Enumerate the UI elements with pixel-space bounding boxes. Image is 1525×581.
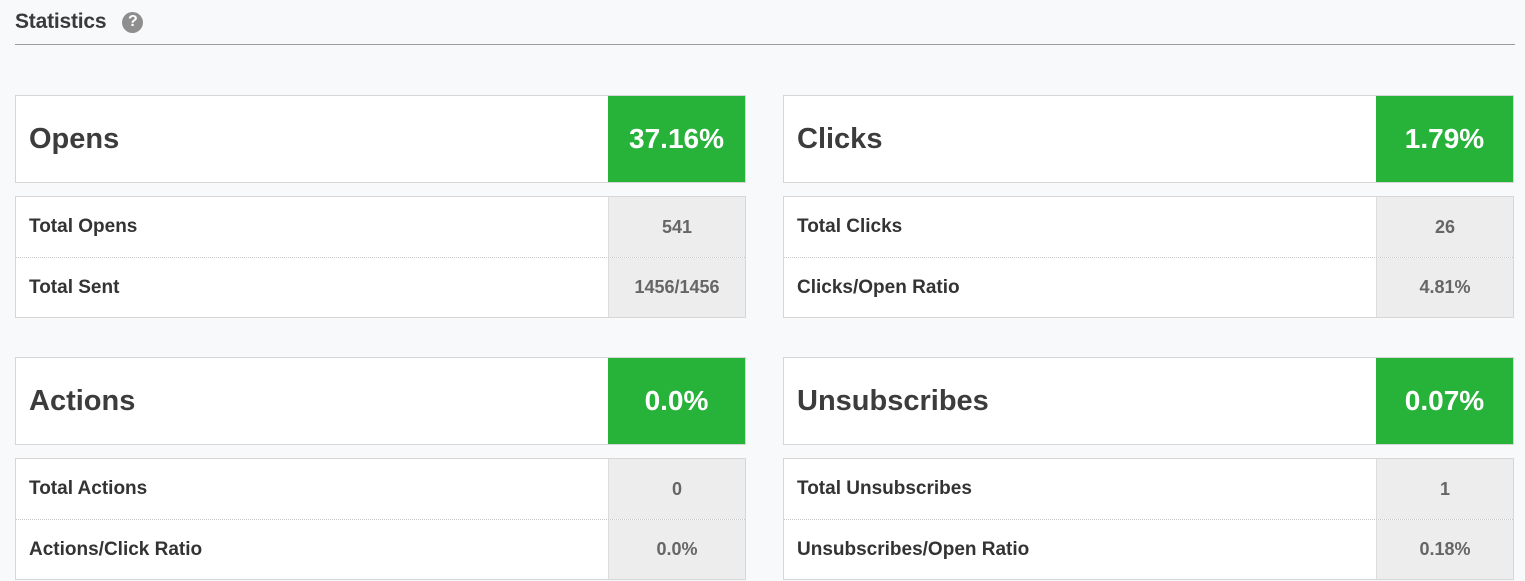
page-title: Statistics [15,10,107,33]
clicks-percent-badge: 1.79% [1376,96,1513,182]
actions-card: Actions 0.0% Total Actions 0 Actions/Cli… [15,357,746,580]
table-row: Total Clicks 26 [784,197,1513,257]
row-label: Total Actions [29,478,148,499]
row-label: Total Sent [29,276,120,298]
unsubscribes-card: Unsubscribes 0.07% Total Unsubscribes 1 … [783,357,1514,580]
row-value: 1 [1376,459,1513,519]
table-row: Actions/Click Ratio 0.0% [16,519,745,579]
opens-title: Opens [29,122,120,155]
opens-stats-table: Total Opens 541 Total Sent 1456/1456 [15,196,746,318]
clicks-card: Clicks 1.79% Total Clicks 26 Clicks/Open… [783,95,1514,318]
row-label: Unsubscribes/Open Ratio [797,538,1030,560]
table-row: Unsubscribes/Open Ratio 0.18% [784,519,1513,579]
table-row: Total Opens 541 [16,197,745,257]
row-value: 0 [608,459,745,519]
opens-percent-badge: 37.16% [608,96,745,182]
row-value: 26 [1376,197,1513,257]
clicks-title: Clicks [797,122,883,155]
unsubscribes-card-header: Unsubscribes 0.07% [783,357,1514,445]
clicks-card-header: Clicks 1.79% [783,95,1514,183]
actions-stats-table: Total Actions 0 Actions/Click Ratio 0.0% [15,458,746,580]
actions-title: Actions [29,384,136,417]
row-label: Actions/Click Ratio [29,538,203,560]
opens-card: Opens 37.16% Total Opens 541 Total Sent … [15,95,746,318]
actions-percent-badge: 0.0% [608,358,745,444]
unsubscribes-title: Unsubscribes [797,384,989,417]
row-value: 0.0% [608,520,745,579]
unsubscribes-percent-badge: 0.07% [1376,358,1513,444]
row-value: 1456/1456 [608,258,745,317]
statistics-header: Statistics ? [15,0,1515,45]
help-icon[interactable]: ? [122,11,144,33]
row-label: Total Clicks [797,216,903,237]
row-label: Total Opens [29,216,138,237]
unsubscribes-stats-table: Total Unsubscribes 1 Unsubscribes/Open R… [783,458,1514,580]
row-value: 541 [608,197,745,257]
table-row: Total Unsubscribes 1 [784,459,1513,519]
table-row: Total Actions 0 [16,459,745,519]
row-label: Clicks/Open Ratio [797,276,960,298]
actions-card-header: Actions 0.0% [15,357,746,445]
row-value: 0.18% [1376,520,1513,579]
clicks-stats-table: Total Clicks 26 Clicks/Open Ratio 4.81% [783,196,1514,318]
table-row: Total Sent 1456/1456 [16,257,745,317]
row-label: Total Unsubscribes [797,478,972,499]
opens-card-header: Opens 37.16% [15,95,746,183]
table-row: Clicks/Open Ratio 4.81% [784,257,1513,317]
row-value: 4.81% [1376,258,1513,317]
